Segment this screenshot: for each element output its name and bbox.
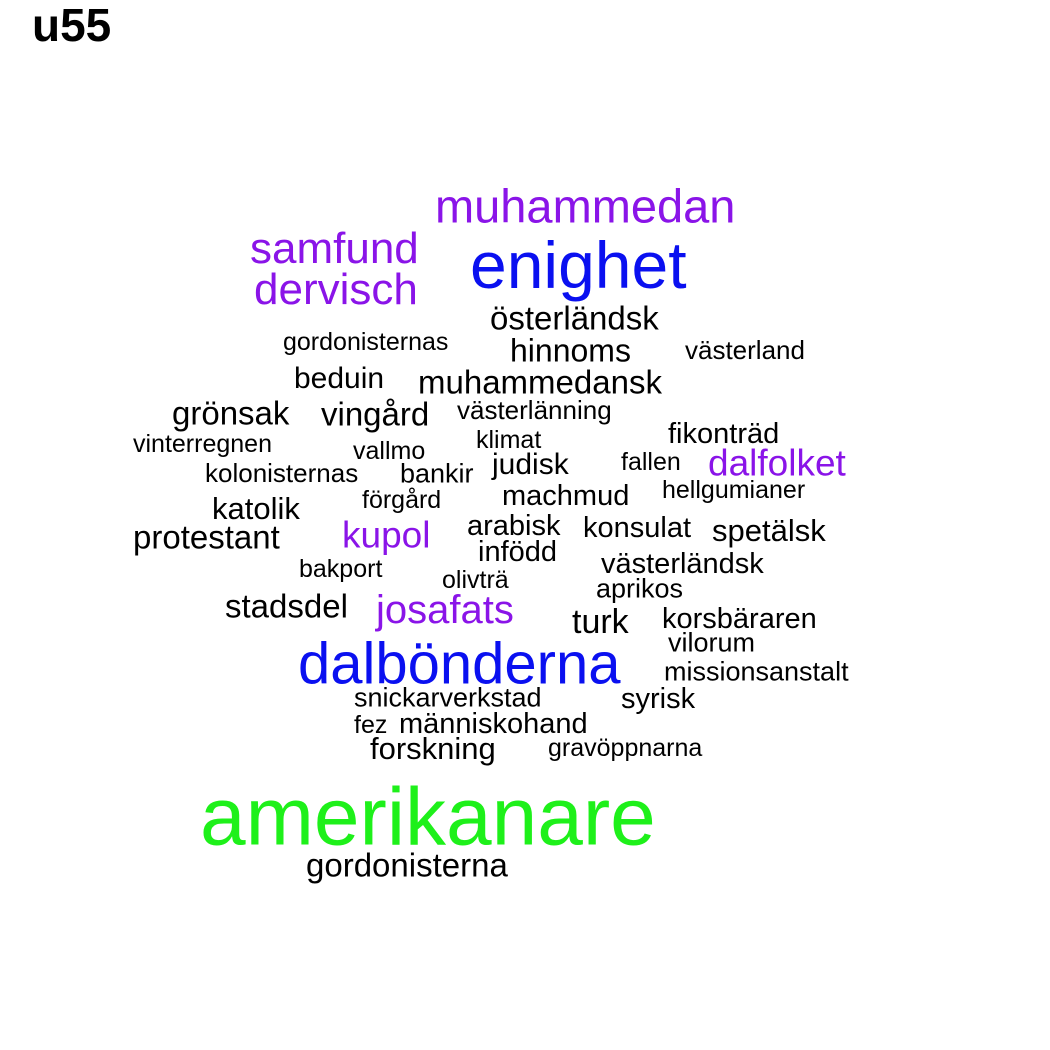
word-50: gravöppnarna	[548, 734, 703, 762]
word-1: amerikanare	[200, 771, 656, 863]
word-25: judisk	[492, 448, 569, 481]
word-35: infödd	[478, 535, 558, 568]
word-39: aprikos	[596, 573, 684, 604]
word-44: missionsanstalt	[664, 656, 849, 687]
word-32: arabisk	[467, 509, 561, 542]
word-28: förgård	[362, 486, 442, 514]
word-26: fallen	[621, 448, 681, 476]
word-40: stadsdel	[225, 587, 348, 625]
word-2: dalbönderna	[298, 631, 621, 697]
word-3: enighet	[470, 228, 687, 303]
word-31: protestant	[133, 518, 280, 556]
word-23: kolonisternas	[205, 458, 359, 489]
word-36: bakport	[299, 555, 383, 583]
word-37: olivträ	[442, 566, 509, 594]
word-16: grönsak	[172, 394, 290, 432]
word-20: klimat	[476, 426, 542, 454]
word-5: samfund	[250, 223, 419, 273]
word-6: dervisch	[254, 264, 418, 314]
word-24: bankir	[400, 458, 474, 489]
word-47: fez	[354, 711, 388, 739]
word-45: snickarverkstad	[354, 682, 542, 713]
word-48: människohand	[399, 707, 588, 740]
word-12: hinnoms	[510, 332, 631, 369]
word-7: josafats	[376, 588, 514, 632]
word-33: konsulat	[583, 511, 692, 544]
word-9: dalfolket	[708, 442, 846, 484]
word-38: västerländsk	[601, 547, 764, 580]
word-27: katolik	[212, 491, 300, 527]
word-49: forskning	[370, 731, 496, 767]
word-4: muhammedan	[435, 179, 736, 233]
word-8: kupol	[342, 514, 431, 556]
word-10: österländsk	[490, 299, 659, 337]
word-51: gordonisterna	[306, 846, 508, 884]
word-46: syrisk	[621, 682, 696, 715]
word-15: muhammedansk	[418, 363, 662, 401]
word-11: gordonisternas	[283, 328, 449, 356]
word-18: västerlänning	[457, 395, 612, 426]
word-43: vilorum	[668, 627, 756, 658]
word-34: spetälsk	[712, 513, 826, 549]
word-17: vingård	[321, 395, 430, 433]
word-19: vinterregnen	[133, 430, 272, 458]
word-30: hellgumianer	[662, 476, 806, 504]
chart-title: u55	[32, 0, 112, 51]
word-41: turk	[572, 602, 629, 641]
word-13: västerland	[685, 335, 805, 366]
word-21: fikonträd	[668, 417, 780, 450]
word-22: vallmo	[353, 437, 426, 465]
word-14: beduin	[294, 362, 385, 395]
word-29: machmud	[502, 479, 630, 512]
word-42: korsbäraren	[662, 602, 817, 635]
